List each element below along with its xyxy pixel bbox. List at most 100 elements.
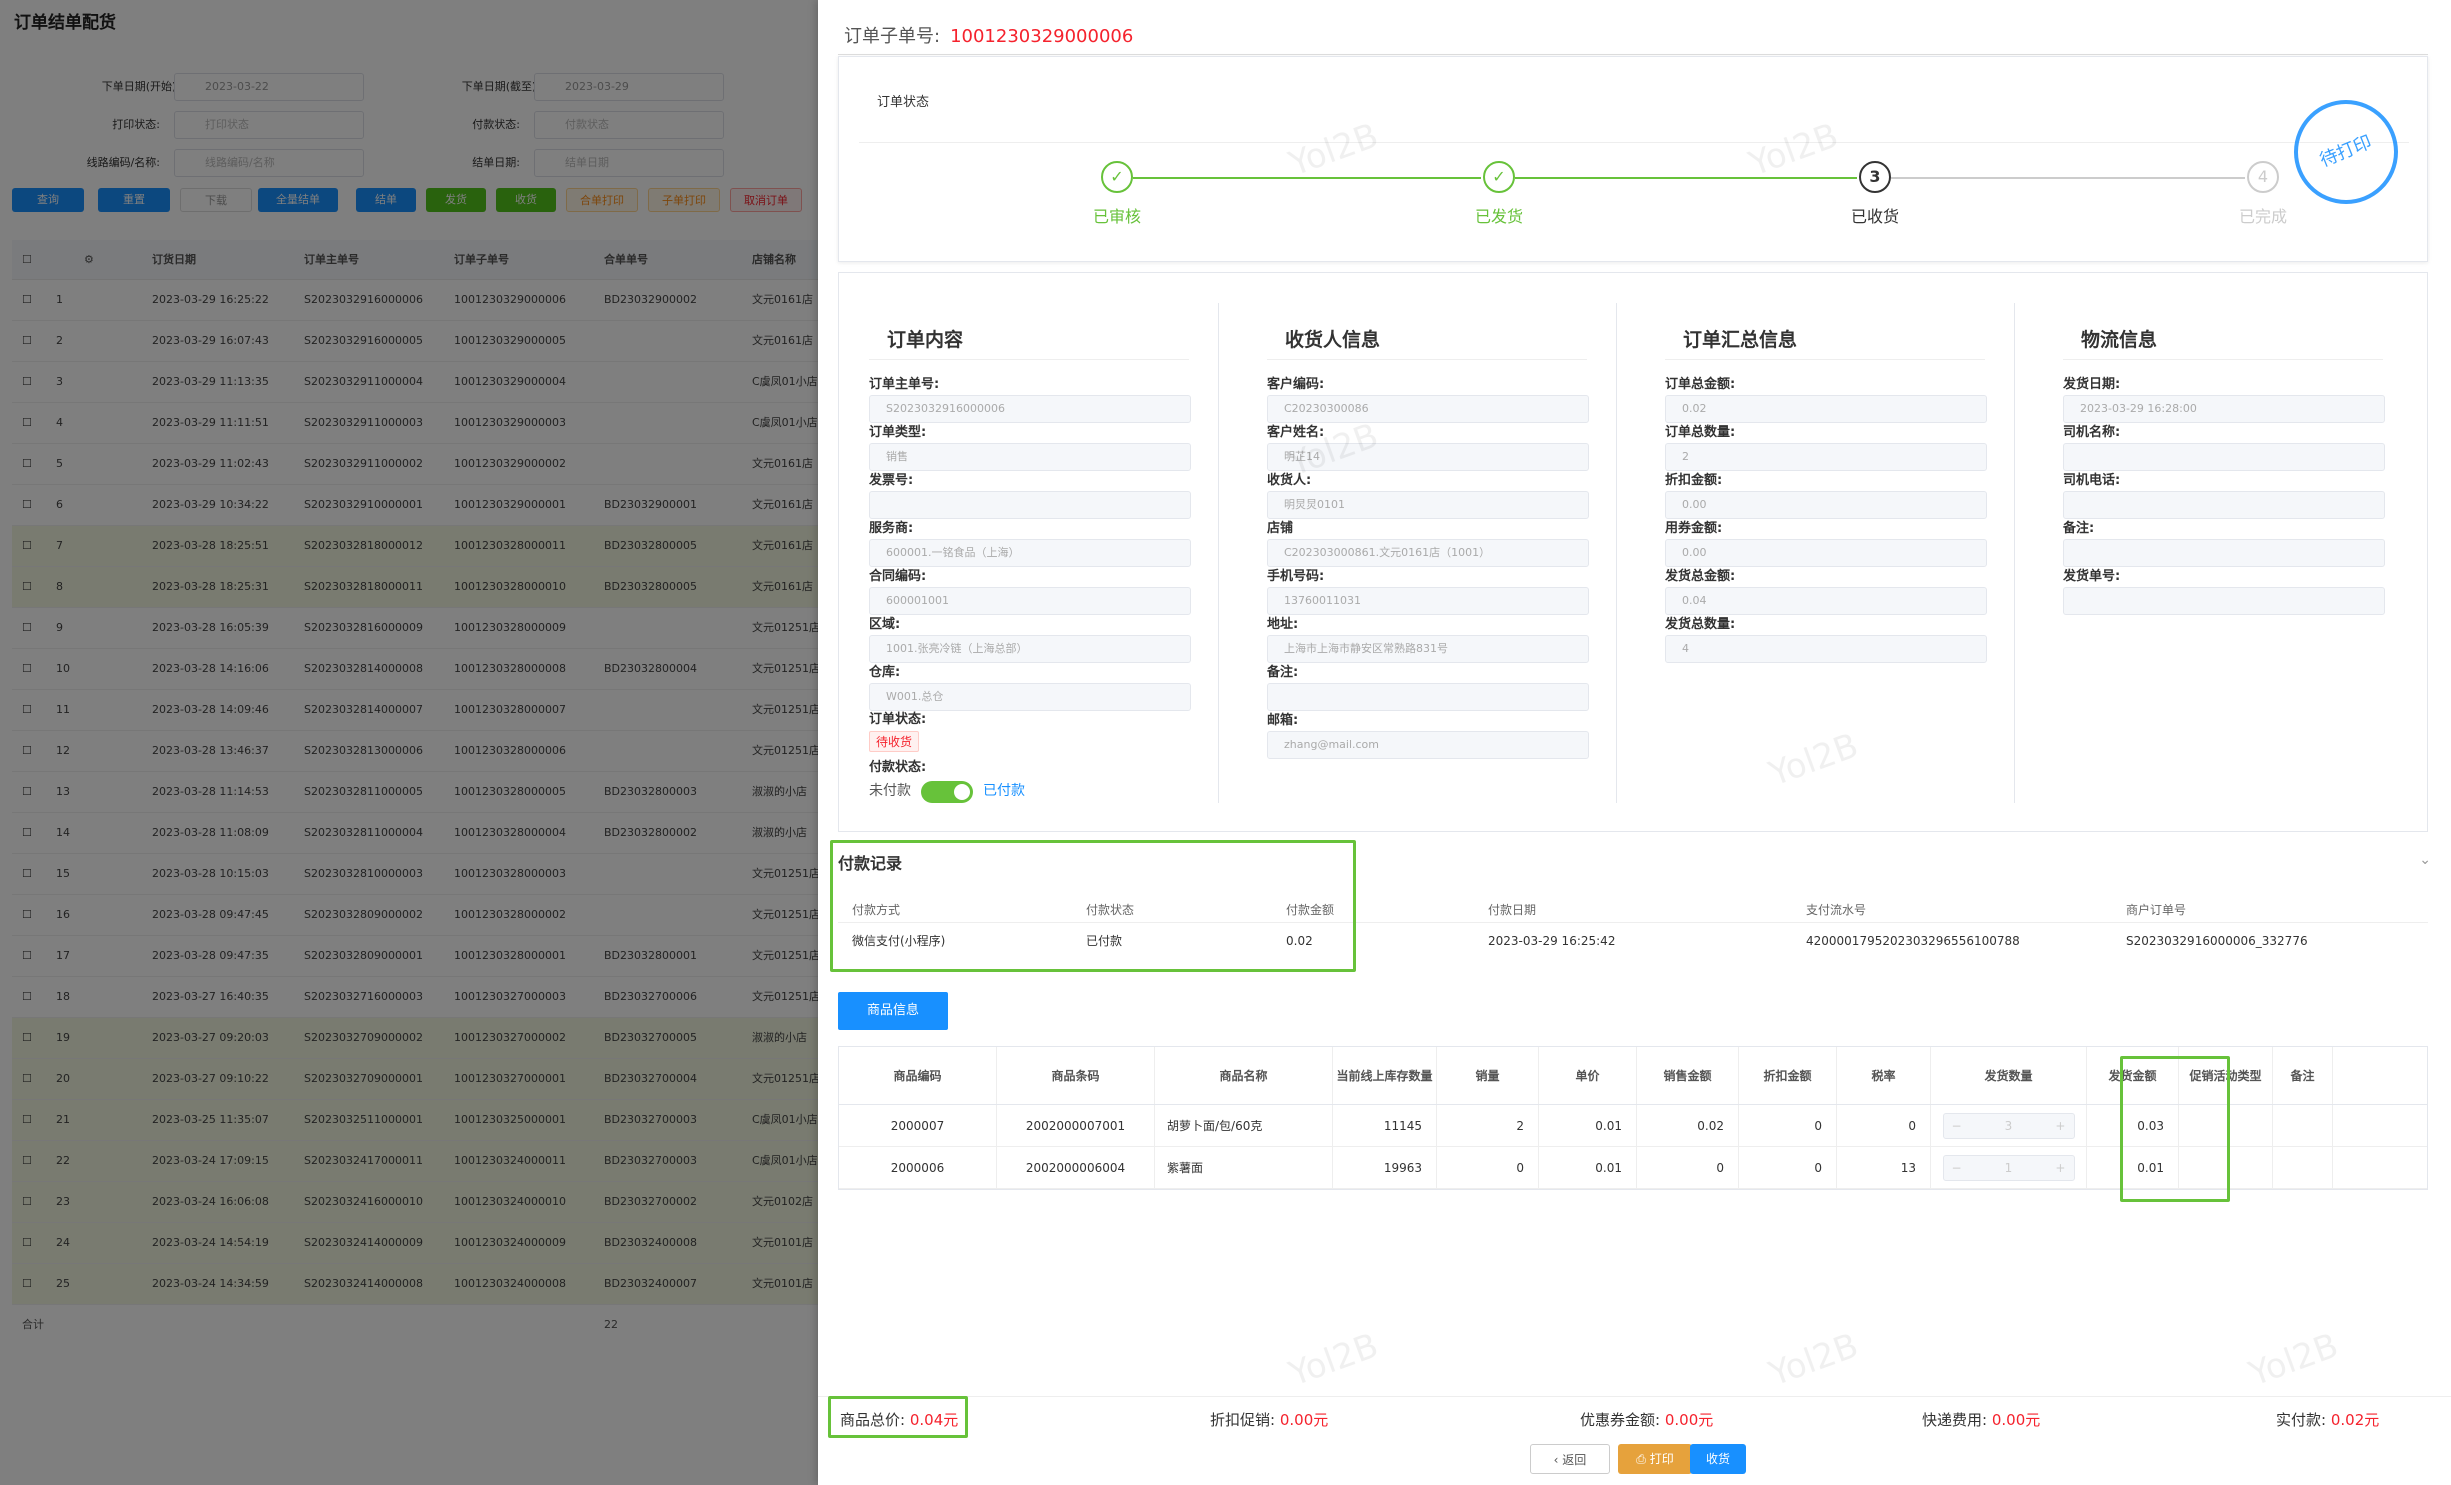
field-value[interactable]: 4 [1665,635,1987,663]
table-row: 2000006 2002000006004 紫薯面 19963 0 0.01 0 0 13−1 +… [839,1147,2427,1189]
payment-amount: 0.02 [1286,934,1313,948]
express-label: 快递费用: [1922,1411,1988,1429]
logistics-column: 物流信息 发货日期: 2023-03-29 16:28:00 司机名称: 司机电话: 备… [2033,303,2413,808]
field-value[interactable]: W001.总仓 [869,683,1191,711]
field-value[interactable]: 销售 [869,443,1191,471]
print-button[interactable]: ⎙ 打印 [1618,1444,1692,1474]
field-label: 司机名称: [2063,425,2121,440]
plus-icon[interactable]: + [2055,1118,2066,1133]
receive-goods-button[interactable]: 收货 [1690,1444,1746,1474]
col-header: 付款日期 [1488,903,1537,917]
field-value[interactable]: 0.04 [1665,587,1987,615]
goods-total-label: 商品总价: [840,1411,906,1429]
field-label: 邮箱: [1267,713,1299,728]
col-header: 销量 [1437,1047,1539,1104]
pay-status-switch[interactable] [921,781,973,803]
receiver-column: 收货人信息 客户编码: C20230300086 客户姓名: 明芷14 收货人: 明炅炅0… [1237,303,1617,808]
goods-price: 0.01 [1539,1147,1637,1188]
col-header: 发货数量 [1931,1047,2087,1104]
field-value[interactable]: 明炅炅0101 [1267,491,1589,519]
step-number: 3 [1859,161,1891,193]
field-value[interactable]: 0.00 [1665,539,1987,567]
table-row: 2000007 2002000007001 胡萝卜面/包/60克 11145 2 0.01… [839,1105,2427,1147]
field-value[interactable]: 明芷14 [1267,443,1589,471]
field-value[interactable]: S2023032916000006 [869,395,1191,423]
field-value[interactable]: 0.02 [1665,395,1987,423]
paid-total: 实付款: 0.02元 [2276,1409,2379,1430]
chevron-down-icon[interactable]: ⌄ [2419,852,2431,868]
payment-date: 2023-03-29 16:25:42 [1488,934,1616,948]
status-card: 订单状态 ✓ 已审核 ✓ 已发货 3 已收货 4 已完成 [838,56,2428,262]
goods-ship-amount: 0.03 [2087,1105,2179,1146]
field-value[interactable]: zhang@mail.com [1267,731,1589,759]
quantity-stepper[interactable]: − 3 + [1942,1112,2075,1139]
highlight-box [830,840,1356,972]
field-value[interactable]: 0.00 [1665,491,1987,519]
field-value[interactable]: 2 [1665,443,1987,471]
unpaid-label: 未付款 [869,783,911,799]
quantity-stepper[interactable]: − 1 + [1942,1154,2075,1181]
field-value[interactable] [869,491,1191,519]
payment-method: 微信支付(小程序) [852,934,946,948]
section-title: 订单汇总信息 [1683,329,1798,351]
field-value[interactable]: 13760011031 [1267,587,1589,615]
goods-table-body: 2000007 2002000007001 胡萝卜面/包/60克 11145 2 0.01… [839,1105,2427,1189]
tab-goods-info[interactable]: 商品信息 [838,992,948,1030]
express-value: 0.00元 [1991,1411,2041,1429]
ship-qty-value[interactable]: 1 [2004,1160,2013,1175]
minus-icon[interactable]: − [1951,1160,1962,1175]
col-header: 商户订单号 [2126,903,2187,917]
divider [859,142,2409,143]
watermark: Yol2B [1763,1325,1864,1395]
goods-total-value: 0.04元 [909,1411,959,1429]
paid-label: 已付款 [983,783,1025,799]
ship-qty-value[interactable]: 3 [2004,1118,2013,1133]
coupon-label: 优惠券金额: [1580,1411,1661,1429]
back-button[interactable]: ‹ 返回 [1530,1444,1610,1474]
field-value[interactable] [2063,491,2385,519]
modal-overlay[interactable] [0,0,818,1485]
field-value[interactable]: C20230300086 [1267,395,1589,423]
col-header: 税率 [1837,1047,1931,1104]
col-header: 备注 [2273,1047,2333,1104]
field-label: 折扣金额: [1665,473,1723,488]
goods-stock: 19963 [1333,1147,1437,1188]
field-value[interactable]: 1001.张亮冷链（上海总部） [869,635,1191,663]
goods-name: 紫薯面 [1155,1147,1333,1188]
goods-amount: 0 [1637,1147,1739,1188]
chevron-left-icon: ‹ [1553,1453,1563,1467]
field-value[interactable]: C202303000861.文元0161店（1001） [1267,539,1589,567]
discount-total: 折扣促销: 0.00元 [1210,1409,1328,1430]
sub-order-number: 1001230329000006 [950,26,1134,47]
field-value[interactable] [2063,443,2385,471]
goods-amount: 0.02 [1637,1105,1739,1146]
col-header: 支付流水号 [1806,903,1867,917]
field-value[interactable] [1267,683,1589,711]
paid-label: 实付款: [2276,1411,2327,1429]
field-label: 服务商: [869,521,914,536]
step-label: 已完成 [2238,207,2287,226]
ship-qty-cell: − 3 + [1931,1105,2087,1146]
goods-code: 2000007 [839,1105,997,1146]
plus-icon[interactable]: + [2055,1160,2066,1175]
field-label: 客户姓名: [1267,425,1325,440]
field-value[interactable]: 上海市上海市静安区常熟路831号 [1267,635,1589,663]
field-label: 发货单号: [2063,569,2121,584]
minus-icon[interactable]: − [1951,1118,1962,1133]
field-label: 客户编码: [1267,377,1325,392]
highlight-box [2120,1056,2230,1202]
totals-bar: 商品总价: 0.04元 折扣促销: 0.00元 优惠券金额: 0.00元 快递费… [818,1396,2451,1440]
goods-stock: 11145 [1333,1105,1437,1146]
goods-qty: 2 [1437,1105,1539,1146]
goods-note [2273,1105,2333,1146]
field-label: 发货日期: [2063,377,2121,392]
divider [1267,359,1587,360]
step-line-done [1515,177,1857,179]
field-value[interactable] [2063,539,2385,567]
step-number: 4 [2247,161,2279,193]
field-value[interactable] [2063,587,2385,615]
divider [2014,303,2015,803]
field-value[interactable]: 2023-03-29 16:28:00 [2063,395,2385,423]
field-value[interactable]: 600001.一铭食品（上海） [869,539,1191,567]
field-value[interactable]: 600001001 [869,587,1191,615]
